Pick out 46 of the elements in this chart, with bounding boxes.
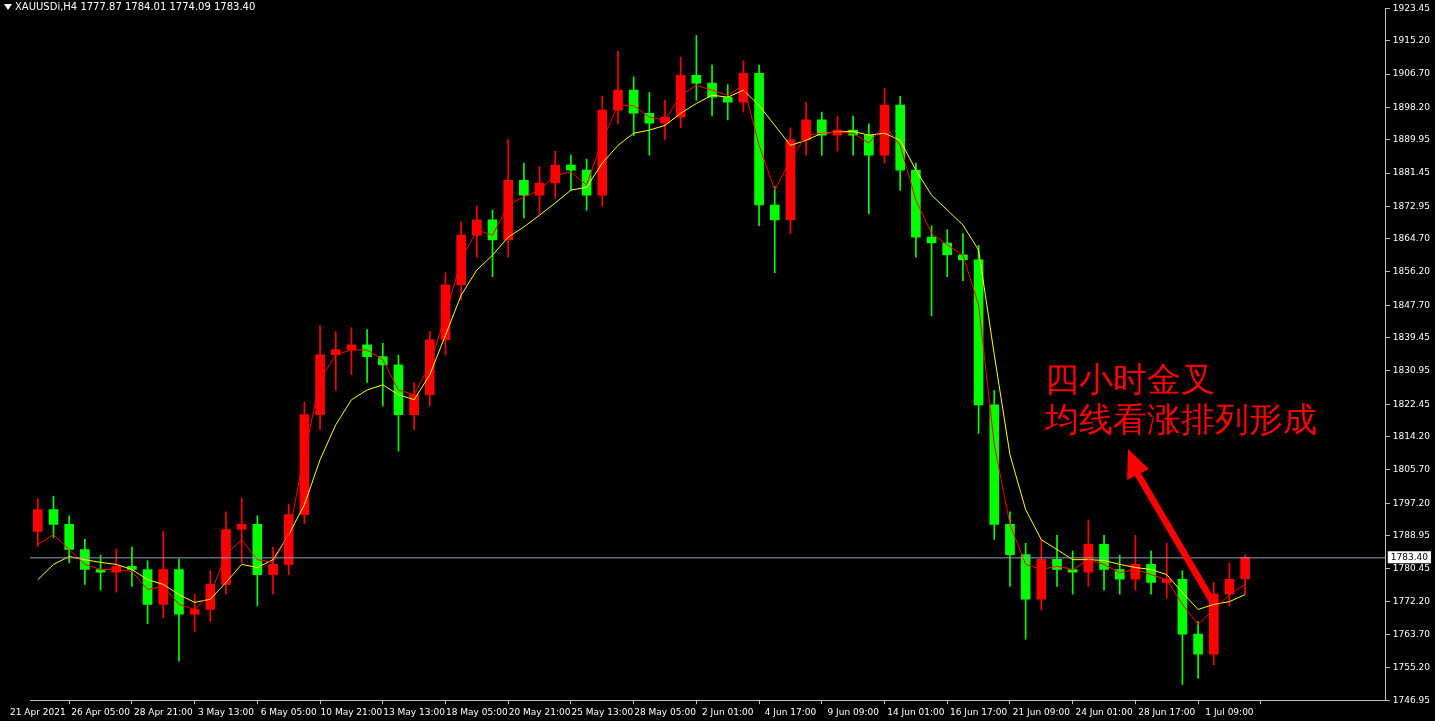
annotation: 均线看涨排列形成 [1045, 398, 1317, 440]
y-tick-label: 1814.20 [1392, 430, 1431, 441]
y-tick-label: 1898.20 [1392, 101, 1431, 112]
x-tick-label: 13 May 13:00 [383, 706, 446, 717]
y-tick-label: 1864.70 [1392, 233, 1431, 244]
x-tick-label: 21 Jun 09:00 [1012, 706, 1071, 717]
y-tick-label: 1906.70 [1392, 68, 1431, 79]
y-tick-label: 1797.20 [1392, 497, 1431, 508]
annotation: 四小时金叉 [1045, 359, 1216, 400]
x-tick-label: 28 May 05:00 [634, 706, 697, 717]
y-tick-label: 1788.95 [1392, 529, 1430, 540]
y-tick-label: 1915.20 [1392, 35, 1431, 46]
y-tick-label: 1763.70 [1392, 628, 1431, 639]
x-tick-label: 10 May 21:00 [320, 706, 383, 717]
x-tick-label: 28 Apr 21:00 [133, 706, 193, 717]
y-tick-label: 1872.95 [1392, 200, 1430, 211]
x-tick-label: 4 Jun 17:00 [764, 706, 817, 717]
y-tick-label: 1856.20 [1392, 266, 1431, 277]
chart-title: XAUUSDi,H4 1777.87 1784.01 1774.09 1783.40 [15, 1, 256, 12]
x-tick-label: 16 Jun 17:00 [950, 706, 1008, 717]
x-tick-label: 24 Jun 01:00 [1075, 706, 1133, 717]
x-tick-label: 28 Jun 17:00 [1138, 706, 1196, 717]
x-tick-label: 2 Jun 01:00 [702, 706, 754, 717]
x-tick-label: 14 Jun 01:00 [887, 706, 945, 717]
y-tick-label: 1746.95 [1392, 694, 1430, 705]
x-tick-label: 9 Jun 09:00 [827, 706, 880, 717]
ref-line-label: 1783.40 [1390, 551, 1429, 562]
x-tick-label: 18 May 05:00 [446, 706, 508, 717]
x-tick-label: 21 Apr 2021 [10, 706, 66, 717]
y-tick-label: 1830.95 [1392, 365, 1430, 376]
y-tick-label: 1772.20 [1392, 595, 1431, 606]
x-tick-label: 1 Jul 09:00 [1205, 706, 1254, 717]
y-tick-label: 1780.45 [1392, 563, 1430, 574]
x-tick-label: 6 May 05:00 [260, 706, 317, 717]
y-tick-label: 1889.95 [1392, 134, 1430, 145]
x-tick-label: 20 May 21:00 [508, 706, 571, 717]
y-tick-label: 1847.70 [1392, 299, 1431, 310]
x-tick-label: 26 Apr 05:00 [71, 706, 131, 717]
y-tick-label: 1923.45 [1392, 2, 1430, 13]
y-tick-label: 1805.70 [1392, 464, 1431, 475]
x-tick-label: 25 May 13:00 [571, 706, 634, 717]
y-tick-label: 1755.20 [1392, 662, 1431, 673]
y-tick-label: 1881.45 [1392, 167, 1430, 178]
y-tick-label: 1839.45 [1392, 331, 1430, 342]
y-tick-label: 1822.45 [1392, 398, 1430, 409]
x-tick-label: 3 May 13:00 [197, 706, 255, 717]
